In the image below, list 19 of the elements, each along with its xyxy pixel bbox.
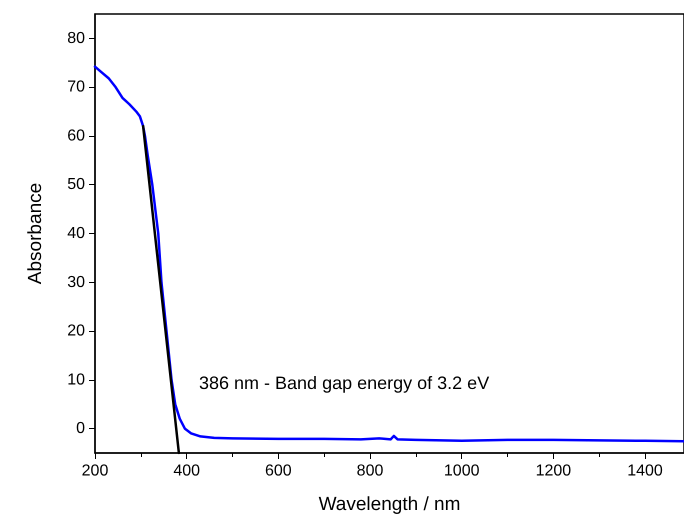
y-tick-label: 10 bbox=[67, 371, 86, 388]
x-axis-title: Wavelength / nm bbox=[318, 494, 460, 515]
y-tick-label: 20 bbox=[67, 322, 86, 340]
x-tick-label: 200 bbox=[82, 462, 108, 480]
y-tick-label: 70 bbox=[67, 78, 86, 96]
annotation: 386 nm - Band gap energy of 3.2 eV bbox=[199, 373, 490, 393]
x-tick-label: 1400 bbox=[627, 462, 663, 480]
y-tick-label: 40 bbox=[67, 225, 86, 242]
y-axis-title: Absorbance bbox=[25, 182, 46, 284]
x-tick-label: 600 bbox=[264, 462, 292, 480]
y-tick-label: 30 bbox=[67, 274, 86, 291]
x-tick-label: 400 bbox=[173, 462, 200, 480]
y-tick-label: 50 bbox=[67, 176, 86, 194]
y-tick-label: 0 bbox=[76, 420, 86, 438]
y-tick-label: 80 bbox=[67, 30, 86, 47]
x-tick-label: 1000 bbox=[444, 462, 480, 480]
y-tick-label: 60 bbox=[67, 127, 86, 144]
x-tick-label: 1200 bbox=[536, 462, 572, 480]
x-tick-label: 800 bbox=[356, 462, 384, 480]
